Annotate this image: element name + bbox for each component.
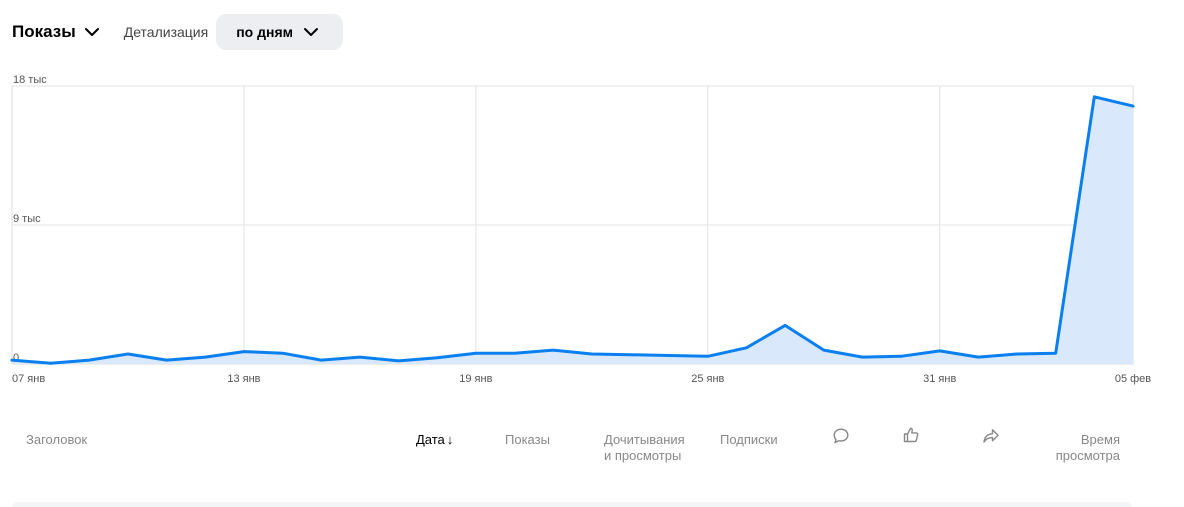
data-point <box>1054 352 1057 354</box>
data-point <box>397 360 400 362</box>
column-watch-time[interactable]: Время просмотра <box>1054 432 1120 464</box>
column-reads[interactable]: Дочитывания и просмотры <box>604 432 685 464</box>
data-point <box>320 359 323 361</box>
data-point <box>165 359 168 361</box>
chevron-down-icon <box>303 28 318 36</box>
x-tick-label: 05 фев <box>1115 373 1151 385</box>
data-point <box>49 362 52 365</box>
data-point <box>204 356 207 358</box>
x-tick-label: 19 янв <box>459 373 492 385</box>
column-watch-line1: Время <box>1080 432 1120 447</box>
detail-dropdown-value: по дням <box>236 24 293 40</box>
table-header: Заголовок Дата ↓ Показы Дочитывания и про… <box>0 424 1184 474</box>
sort-arrow-icon: ↓ <box>446 432 454 447</box>
share-icon[interactable] <box>982 427 1000 445</box>
x-tick-label: 25 янв <box>691 373 724 385</box>
toolbar: Показы Детализация по дням <box>12 14 343 50</box>
data-point <box>822 349 825 351</box>
column-date-label: Дата <box>416 432 445 447</box>
table-row[interactable] <box>12 502 1132 507</box>
column-date[interactable]: Дата ↓ <box>416 432 453 448</box>
series-line <box>10 95 1135 365</box>
column-reads-line1: Дочитывания <box>604 432 685 447</box>
data-point <box>977 356 980 358</box>
x-tick-label: 07 янв <box>12 373 45 385</box>
data-point <box>900 355 902 358</box>
column-impressions[interactable]: Показы <box>505 432 550 447</box>
detail-dropdown[interactable]: по дням <box>216 14 343 50</box>
data-point <box>552 349 554 351</box>
metric-dropdown[interactable]: Показы <box>12 22 100 42</box>
data-point <box>745 346 748 349</box>
data-point <box>668 354 670 357</box>
impressions-chart: 0 9 тыс 18 тыс 07 янв 13 янв 19 янв 25 янв 31 я… <box>0 60 1184 400</box>
data-point <box>1093 96 1096 98</box>
data-point <box>243 350 245 353</box>
data-point <box>127 353 129 355</box>
y-tick-label: 18 тыс <box>13 74 47 86</box>
data-point <box>11 359 13 361</box>
chart-canvas: 0 9 тыс 18 тыс 07 янв 13 янв 19 янв 25 янв 31 я… <box>10 74 1151 385</box>
data-point <box>281 352 284 354</box>
column-reads-line2: и просмотры <box>604 448 682 463</box>
x-tick-label: 31 янв <box>923 373 956 385</box>
column-watch-line2: просмотра <box>1055 448 1120 463</box>
comment-icon[interactable] <box>832 427 850 445</box>
data-point <box>861 356 864 358</box>
data-point <box>513 352 516 354</box>
detail-label: Детализация <box>123 24 209 40</box>
data-point <box>706 355 709 358</box>
series-area <box>12 96 1133 365</box>
data-point <box>591 353 593 355</box>
data-point <box>436 357 439 359</box>
chevron-down-icon <box>84 28 99 36</box>
y-tick-label: 0 <box>13 352 19 364</box>
metric-dropdown-label: Показы <box>12 22 76 41</box>
like-icon[interactable] <box>902 426 920 444</box>
x-tick-label: 13 янв <box>227 373 260 385</box>
data-point <box>475 352 477 354</box>
data-point <box>359 356 361 358</box>
data-point <box>88 359 91 361</box>
data-point <box>1132 105 1134 107</box>
data-point <box>938 350 941 352</box>
column-subscriptions[interactable]: Подписки <box>720 432 778 447</box>
y-tick-label: 9 тыс <box>13 213 41 225</box>
column-title[interactable]: Заголовок <box>26 432 88 447</box>
data-point <box>784 324 786 327</box>
data-point <box>1016 353 1018 355</box>
data-point <box>629 353 632 356</box>
